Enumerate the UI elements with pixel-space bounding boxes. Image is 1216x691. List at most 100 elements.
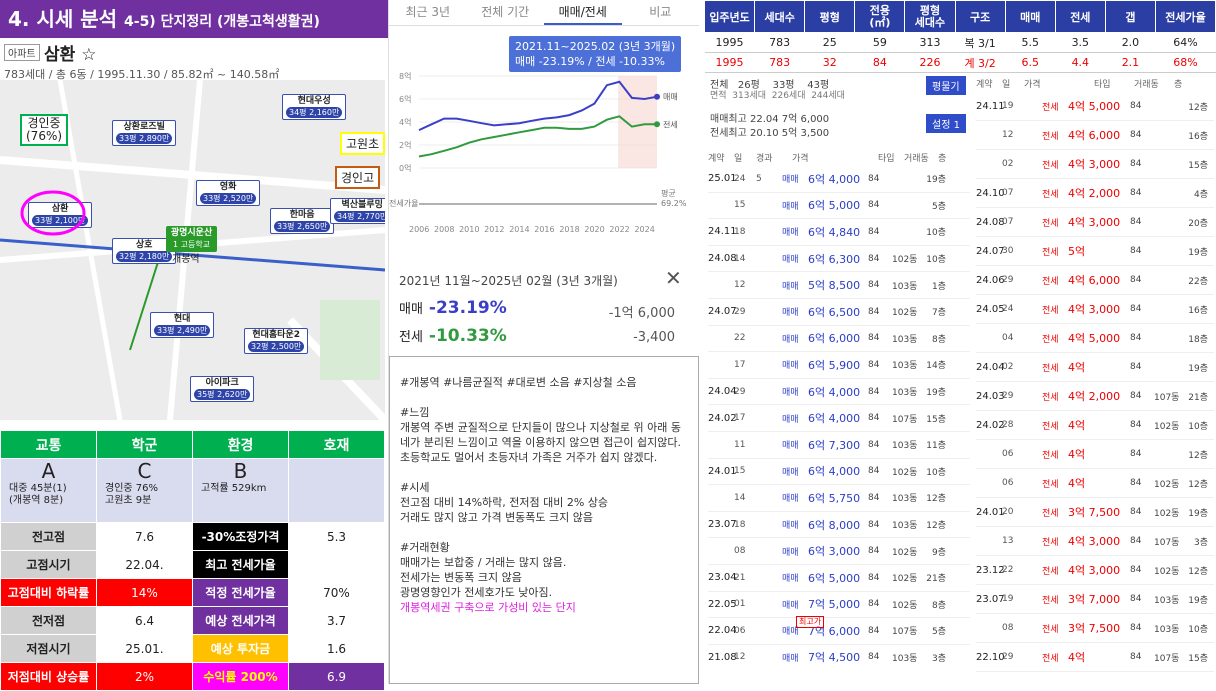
map-pin-school[interactable]: 광명시운산 1 고등학교 xyxy=(166,226,218,252)
table-row[interactable]: 22.04 06 매매 7억 6,000 84 107동 5층 최고가 xyxy=(708,616,970,645)
table-row[interactable]: 23.12 22 전세 4억 3,000 84 102동 12층 xyxy=(976,556,1214,585)
deal-floor: 10층 xyxy=(1188,421,1208,432)
school-label-gowon-elem[interactable]: 고원초 xyxy=(340,132,385,155)
map-pin-6[interactable]: 상호 32평 2,180만 xyxy=(112,238,177,264)
price-chart[interactable]: 8억 6억 4억 2억 0억 2006 2008 2010 2012 2014 2016 2018 20… xyxy=(389,28,699,244)
table-row[interactable]: 24.05 24 전세 4억 3,000 84 16층 xyxy=(976,295,1214,324)
table-row: 1995 783 25 59 313 복 3/1 5.5 3.5 2.0 64% xyxy=(704,32,1216,53)
stat-value: 6.9 xyxy=(288,662,385,691)
table-header: 전용 (㎡) xyxy=(854,0,906,33)
table-row[interactable]: 08 전세 3억 7,500 84 103동 10층 xyxy=(976,614,1214,643)
table-row[interactable]: 13 전세 4억 3,000 84 107동 3층 xyxy=(976,527,1214,556)
deal-day: 22 xyxy=(1002,565,1014,575)
tab-all-period[interactable]: 전체 기간 xyxy=(481,5,530,19)
deal-type: 전세 xyxy=(1042,421,1059,432)
table-row[interactable]: 24.08 07 전세 4억 3,000 84 20층 xyxy=(976,208,1214,237)
table-row[interactable]: 24.06 29 전세 4억 6,000 84 22층 xyxy=(976,266,1214,295)
table-row[interactable]: 15 매매 6억 5,000 84 5층 xyxy=(708,193,970,220)
table-row[interactable]: 24.07 30 전세 5억 84 19층 xyxy=(976,237,1214,266)
deal-month: 22.04 xyxy=(708,625,737,637)
map-pin-2[interactable]: 현대우성 34평 2,160만 xyxy=(282,94,347,120)
settings-button[interactable]: 설정 1 xyxy=(926,114,966,133)
deal-month: 24.02 xyxy=(976,419,1005,431)
table-row[interactable]: 22.10 29 전세 4억 84 107동 15층 xyxy=(976,643,1214,672)
map-pin-7[interactable]: 현대 33평 2,490만 xyxy=(150,312,215,338)
table-row[interactable]: 02 전세 4억 3,000 84 15층 xyxy=(976,150,1214,179)
deal-floor: 19층 xyxy=(1188,247,1208,258)
table-row[interactable]: 06 전세 4억 84 12층 xyxy=(976,440,1214,469)
deal-dong: 103동 xyxy=(1154,624,1180,635)
map-pin-9[interactable]: 아이파크 35평 2,620만 xyxy=(190,376,255,402)
table-row[interactable]: 22.05 01 매매 7억 5,000 84 102동 8층 xyxy=(708,592,970,619)
deal-floor: 5층 xyxy=(931,627,946,638)
stat-value: 1.6 xyxy=(288,634,385,663)
rent-list: 계약 일 가격 타입 거래동 층 24.11 19 전세 4억 5,000 84 12층 12 전세 4억… xyxy=(976,74,1214,684)
table-row[interactable]: 24.01 20 전세 3억 7,500 84 102동 19층 xyxy=(976,498,1214,527)
deal-area: 84 xyxy=(868,333,880,344)
deal-day: 08 xyxy=(734,546,746,557)
deal-price: 4억 6,000 xyxy=(1068,274,1121,287)
table-row[interactable]: 11 매매 6억 7,300 84 103동 11층 xyxy=(708,432,970,459)
map-pin-4[interactable]: 한마음 33평 2,650만 xyxy=(270,208,335,234)
map-pin-8[interactable]: 현대홈타운2 32평 2,500만 xyxy=(244,328,309,354)
table-row[interactable]: 21.08 12 매매 7억 4,500 84 103동 3층 xyxy=(708,645,970,666)
deal-type: 매매 xyxy=(782,281,799,292)
table-row[interactable]: 24.10 07 전세 4억 2,000 84 4층 xyxy=(976,179,1214,208)
table-row[interactable]: 23.04 21 매매 6억 5,000 84 102동 21층 xyxy=(708,565,970,592)
table-row[interactable]: 24.04 29 매매 6억 4,000 84 103동 19층 xyxy=(708,379,970,406)
table-row[interactable]: 23.07 19 전세 3억 7,000 84 103동 19층 xyxy=(976,585,1214,614)
table-cell: 5.5 xyxy=(1005,32,1056,53)
table-row[interactable]: 04 전세 4억 5,000 84 18층 xyxy=(976,324,1214,353)
table-row[interactable]: 24.01 15 매매 6억 4,000 84 102동 10층 xyxy=(708,459,970,486)
table-row[interactable]: 23.07 18 매매 6억 8,000 84 103동 12층 xyxy=(708,512,970,539)
table-row[interactable]: 06 전세 4억 84 102동 12층 xyxy=(976,469,1214,498)
grade-letter: B xyxy=(233,459,248,483)
deal-floor: 21층 xyxy=(926,574,946,585)
stat-label: 전고점 xyxy=(0,522,97,551)
table-row[interactable]: 12 전세 4억 6,000 84 16층 xyxy=(976,121,1214,150)
x-tick-label: 2006 xyxy=(409,225,429,234)
deal-price: 4억 xyxy=(1068,361,1086,374)
school-label-gyeongin-middle[interactable]: 경인중 (76%) xyxy=(20,114,69,146)
table-row[interactable]: 17 매매 6억 5,900 84 103동 14층 xyxy=(708,352,970,379)
area-filter-row[interactable]: 전체 26평 33평 43평 xyxy=(710,80,830,91)
table-cell: 226 xyxy=(904,52,956,73)
transactions-panel: 전체 26평 33평 43평 면적 313세대 226세대 244세대 매매최고… xyxy=(704,74,1216,684)
tab-compare[interactable]: 비교 xyxy=(649,5,672,19)
school-label-gyeongin-high[interactable]: 경인고 xyxy=(335,166,381,189)
table-row[interactable]: 24.02 17 매매 6억 4,000 84 107동 15층 xyxy=(708,405,970,432)
table-row[interactable]: 24.04 02 전세 4억 84 19층 xyxy=(976,353,1214,382)
tab-sale-rent[interactable]: 매매/전세 xyxy=(544,0,622,25)
pin-price: 34평 2,160만 xyxy=(286,107,343,118)
deal-type: 매매 xyxy=(782,547,799,558)
filter-button[interactable]: 평물기 xyxy=(926,76,966,95)
deal-area: 84 xyxy=(1130,246,1142,256)
tab-recent-3y[interactable]: 최근 3년 xyxy=(405,5,451,19)
table-row[interactable]: 08 매매 6억 3,000 84 102동 9층 xyxy=(708,538,970,565)
apt-name[interactable]: 삼환 ☆ xyxy=(44,45,97,65)
table-row[interactable]: 22 매매 6억 6,000 84 103동 8층 xyxy=(708,326,970,353)
table-row[interactable]: 24.07 29 매매 6억 6,500 84 102동 7층 xyxy=(708,299,970,326)
table-row[interactable]: 24.03 29 전세 4억 2,000 84 107동 21층 xyxy=(976,382,1214,411)
table-cell: 84 xyxy=(854,52,905,73)
y-tick-label: 8억 xyxy=(399,71,411,81)
map-view[interactable]: 경인중 (76%) 고원초 경인고 삼환 33평 2,100만 상환로즈빌 33평 … xyxy=(0,80,385,420)
map-pin-5[interactable]: 벽산블루밍 34평 2,770만 xyxy=(330,198,385,224)
table-row[interactable]: 24.11 19 전세 4억 5,000 84 12층 xyxy=(976,92,1214,121)
deal-month: 24.07 xyxy=(708,306,737,318)
table-row[interactable]: 14 매매 6억 5,750 84 103동 12층 xyxy=(708,485,970,512)
table-row[interactable]: 24.11 18 매매 6억 4,840 84 10층 xyxy=(708,219,970,246)
deal-day: 14 xyxy=(734,492,746,503)
table-cell: 2.0 xyxy=(1105,32,1156,53)
deal-type: 전세 xyxy=(1042,160,1059,171)
table-row[interactable]: 12 매매 5억 8,500 84 103동 1층 xyxy=(708,272,970,299)
deal-type: 전세 xyxy=(1042,392,1059,403)
table-row[interactable]: 24.08 14 매매 6억 6,300 84 102동 10층 xyxy=(708,246,970,273)
table-row[interactable]: 24.02 28 전세 4억 84 102동 10층 xyxy=(976,411,1214,440)
stat-label: 수익률 200% xyxy=(192,662,289,691)
deal-floor: 19층 xyxy=(926,388,946,399)
map-pin-3[interactable]: 영화 33평 2,520만 xyxy=(196,180,261,206)
close-icon[interactable]: ✕ xyxy=(665,266,682,290)
table-row[interactable]: 25.01 24 5 매매 6억 4,000 84 19층 xyxy=(708,166,970,193)
map-pin-1[interactable]: 상환로즈빌 33평 2,890만 xyxy=(112,120,177,146)
